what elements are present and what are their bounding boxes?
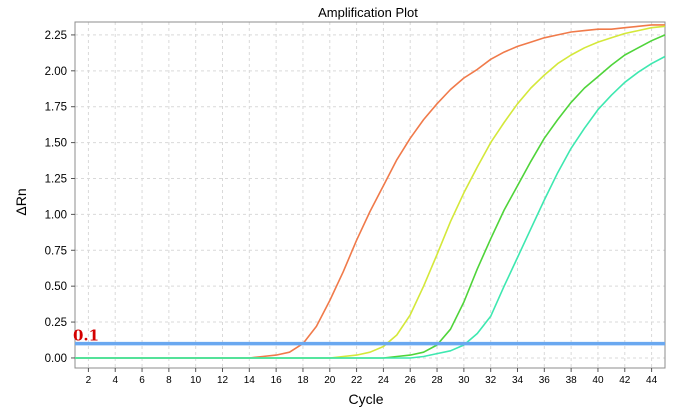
x-tick-label: 38 xyxy=(566,375,578,386)
x-axis-ticks: 2 4 6 8 10 12 14 16 18 20 22 24 26 28 30 32 34 36 38 40 42 44 xyxy=(86,368,658,386)
x-tick-label: 16 xyxy=(271,375,283,386)
x-tick-label: 42 xyxy=(619,375,631,386)
x-tick-label: 4 xyxy=(112,375,118,386)
x-axis-label: Cycle xyxy=(348,391,383,407)
y-tick-label: 1.50 xyxy=(45,138,67,150)
y-tick-label: 2.00 xyxy=(45,66,67,78)
x-tick-label: 34 xyxy=(512,375,524,386)
y-tick-label: 1.00 xyxy=(45,209,67,221)
y-axis-ticks: 0.00 0.25 0.50 0.75 1.00 1.25 1.50 1.75 2.00 2.25 xyxy=(45,30,75,365)
x-tick-label: 40 xyxy=(592,375,604,386)
y-tick-label: 1.75 xyxy=(45,102,67,114)
x-tick-label: 14 xyxy=(244,375,256,386)
threshold-label: 0.1 xyxy=(73,327,99,345)
x-tick-label: 22 xyxy=(351,375,363,386)
amplification-curve-3 xyxy=(75,34,666,359)
y-axis-label: ΔRn xyxy=(13,188,29,215)
y-tick-label: 2.25 xyxy=(45,30,67,42)
x-tick-label: 44 xyxy=(646,375,658,386)
x-tick-label: 12 xyxy=(217,375,229,386)
amplification-curve-4 xyxy=(75,55,666,359)
x-tick-label: 10 xyxy=(190,375,202,386)
x-tick-label: 24 xyxy=(378,375,390,386)
x-tick-label: 8 xyxy=(166,375,172,386)
x-tick-label: 30 xyxy=(458,375,470,386)
threshold-layer: 0.1 xyxy=(73,327,665,346)
x-tick-label: 28 xyxy=(431,375,443,386)
x-tick-label: 36 xyxy=(539,375,551,386)
x-tick-label: 18 xyxy=(297,375,309,386)
x-tick-label: 2 xyxy=(86,375,92,386)
grid-lines xyxy=(75,22,665,368)
amplification-curve-1 xyxy=(75,24,665,359)
chart-title: Amplification Plot xyxy=(318,5,418,20)
amplification-curve-2 xyxy=(75,25,666,359)
x-tick-label: 26 xyxy=(405,375,417,386)
series-layer xyxy=(75,24,666,359)
y-tick-label: 0.25 xyxy=(45,317,67,329)
y-tick-label: 0.75 xyxy=(45,245,67,257)
y-tick-label: 1.25 xyxy=(45,173,67,185)
y-tick-label: 0.50 xyxy=(45,281,67,293)
x-tick-label: 32 xyxy=(485,375,497,386)
x-tick-label: 6 xyxy=(139,375,145,386)
plot-frame xyxy=(74,21,666,369)
y-tick-label: 0.00 xyxy=(45,353,67,365)
x-tick-label: 20 xyxy=(324,375,336,386)
